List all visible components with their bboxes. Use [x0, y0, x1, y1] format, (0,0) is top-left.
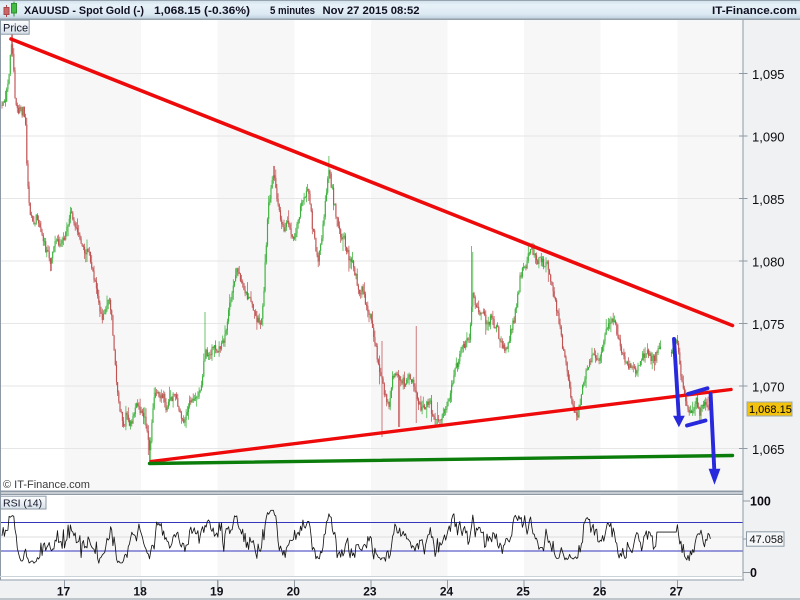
- svg-text:1,068.15: 1,068.15: [749, 404, 792, 416]
- svg-text:47.058: 47.058: [750, 534, 784, 546]
- svg-text:19: 19: [210, 585, 224, 599]
- svg-text:1,075: 1,075: [752, 317, 785, 332]
- svg-text:Price: Price: [3, 23, 28, 35]
- svg-text:18: 18: [133, 585, 147, 599]
- svg-text:IT-Finance.com: IT-Finance.com: [712, 5, 797, 17]
- svg-text:XAUUSD - Spot Gold (-): XAUUSD - Spot Gold (-): [24, 5, 144, 17]
- svg-text:1,068.15 (-0.36%): 1,068.15 (-0.36%): [154, 5, 250, 17]
- svg-text:26: 26: [593, 585, 607, 599]
- svg-text:1,095: 1,095: [752, 67, 785, 82]
- svg-text:17: 17: [57, 585, 71, 599]
- svg-text:24: 24: [440, 585, 454, 599]
- svg-text:RSI (14): RSI (14): [3, 498, 42, 510]
- svg-text:100: 100: [750, 495, 771, 509]
- svg-text:20: 20: [287, 585, 301, 599]
- svg-text:5 minutes: 5 minutes: [270, 5, 315, 17]
- svg-text:1,080: 1,080: [752, 254, 785, 269]
- svg-text:25: 25: [516, 585, 530, 599]
- svg-text:1,090: 1,090: [752, 129, 785, 144]
- svg-text:Nov 27 2015 08:52: Nov 27 2015 08:52: [323, 5, 420, 17]
- svg-text:1,070: 1,070: [752, 379, 785, 394]
- svg-text:23: 23: [363, 585, 377, 599]
- svg-text:© IT-Finance.com: © IT-Finance.com: [3, 479, 90, 491]
- svg-text:1,085: 1,085: [752, 192, 785, 207]
- svg-text:27: 27: [670, 585, 684, 599]
- svg-text:0: 0: [750, 566, 757, 580]
- svg-text:1,065: 1,065: [752, 442, 785, 457]
